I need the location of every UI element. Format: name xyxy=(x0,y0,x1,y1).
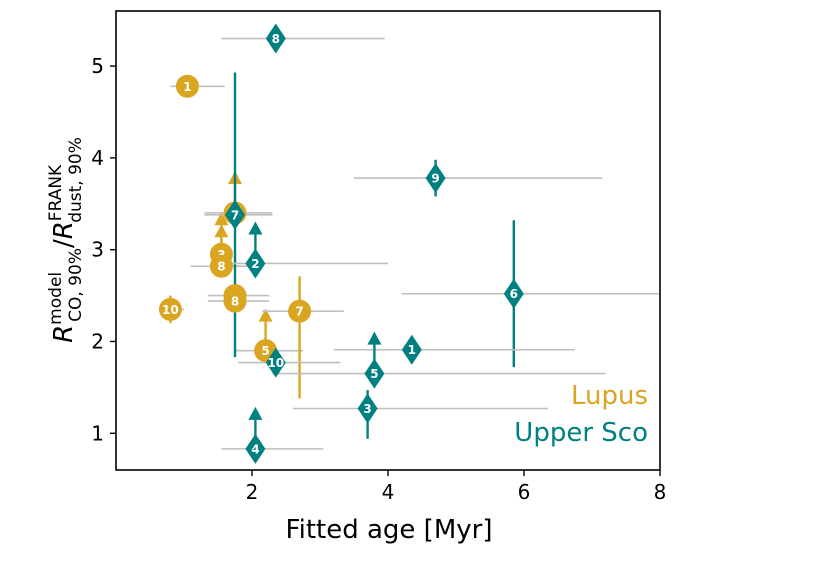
y-tick-label: 5 xyxy=(91,54,104,78)
y-title-denominator-sup: FRANK xyxy=(46,164,66,221)
y-axis-title: RmodelCO, 90%/RFRANKdust, 90% xyxy=(46,137,86,343)
data-point-lupus xyxy=(209,254,233,278)
data-label: 2 xyxy=(251,257,259,271)
lower-limit-arrowhead xyxy=(214,212,229,226)
data-label: 10 xyxy=(162,303,179,317)
data-point-upper-sco xyxy=(357,393,378,424)
y-title-numerator-sub: CO, 90% xyxy=(66,248,86,322)
lower-limit-arrowhead xyxy=(258,308,273,322)
ticks-layer: 2 4 6 8 1 2 3 4 5 xyxy=(91,54,666,504)
data-label: 7 xyxy=(231,208,239,222)
data-point-upper-sco xyxy=(401,334,422,365)
data-point-upper-sco xyxy=(265,23,286,54)
data-label: 3 xyxy=(363,402,371,416)
data-label: 7 xyxy=(295,305,303,319)
legend: Lupus Upper Sco xyxy=(514,381,648,448)
lower-limit-arrowhead xyxy=(248,406,263,420)
y-title-separator: / xyxy=(49,239,79,248)
lower-limit-arrowhead xyxy=(214,224,229,238)
y-title-base: R xyxy=(49,325,79,343)
data-point-upper-sco xyxy=(364,358,385,389)
lower-limit-arrowhead xyxy=(367,331,382,345)
data-point-lupus xyxy=(288,299,312,323)
data-label: 8 xyxy=(272,32,280,46)
x-tick-label: 2 xyxy=(246,480,259,504)
x-tick-label: 8 xyxy=(654,480,667,504)
data-label: 5 xyxy=(261,344,269,358)
y-tick-label: 2 xyxy=(91,329,104,353)
legend-entry-upper-sco: Upper Sco xyxy=(514,418,648,448)
x-axis-title: Fitted age [Myr] xyxy=(286,515,493,545)
data-label: 8 xyxy=(217,260,225,274)
x-tick-label: 4 xyxy=(382,480,395,504)
data-point-lupus xyxy=(223,289,247,313)
data-label: 1 xyxy=(183,80,191,94)
lower-limit-arrowhead xyxy=(248,221,263,235)
data-point-upper-sco xyxy=(265,347,286,378)
data-point-lupus xyxy=(158,297,182,321)
markers-layer: 123457881087926151034 xyxy=(158,23,524,464)
data-label: 4 xyxy=(251,442,259,456)
legend-entry-lupus: Lupus xyxy=(571,381,648,411)
data-label: 5 xyxy=(370,367,378,381)
y-tick-label: 4 xyxy=(91,146,104,170)
y-tick-label: 3 xyxy=(91,238,104,262)
data-label: 9 xyxy=(431,172,439,186)
y-title-base-2: R xyxy=(49,221,79,239)
data-point-upper-sco xyxy=(425,163,446,194)
y-title-numerator-sup: model xyxy=(46,272,66,325)
data-point-upper-sco xyxy=(225,199,245,230)
data-point-lupus xyxy=(175,74,199,98)
data-label: 10 xyxy=(267,356,284,370)
data-label: 1 xyxy=(408,343,416,357)
data-point-upper-sco xyxy=(245,433,266,464)
y-tick-label: 1 xyxy=(91,421,104,445)
x-tick-label: 6 xyxy=(518,480,531,504)
data-label: 6 xyxy=(510,287,518,301)
data-point-upper-sco xyxy=(503,278,524,309)
data-label: 8 xyxy=(231,295,239,309)
data-point-upper-sco xyxy=(245,248,266,279)
y-title-denominator-sub: dust, 90% xyxy=(66,137,86,223)
